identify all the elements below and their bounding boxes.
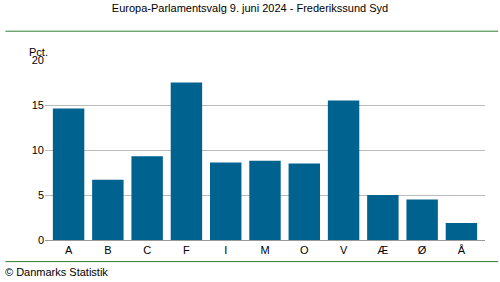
svg-text:O: O — [300, 244, 309, 256]
svg-text:0: 0 — [38, 234, 44, 246]
svg-text:B: B — [104, 244, 111, 256]
svg-text:10: 10 — [32, 144, 44, 156]
svg-text:M: M — [260, 244, 269, 256]
svg-text:I: I — [224, 244, 227, 256]
svg-text:C: C — [143, 244, 151, 256]
svg-text:15: 15 — [32, 99, 44, 111]
svg-text:Å: Å — [458, 244, 466, 256]
svg-text:V: V — [340, 244, 348, 256]
svg-text:Æ: Æ — [377, 244, 388, 256]
svg-text:A: A — [65, 244, 73, 256]
svg-text:Ø: Ø — [418, 244, 427, 256]
svg-text:Pct.: Pct. — [29, 46, 48, 58]
svg-text:© Danmarks Statistik: © Danmarks Statistik — [5, 266, 108, 278]
svg-text:20: 20 — [32, 54, 44, 66]
svg-text:Europa-Parlamentsvalg 9. juni: Europa-Parlamentsvalg 9. juni 2024 - Fre… — [112, 2, 388, 14]
svg-text:F: F — [183, 244, 190, 256]
svg-text:5: 5 — [38, 189, 44, 201]
